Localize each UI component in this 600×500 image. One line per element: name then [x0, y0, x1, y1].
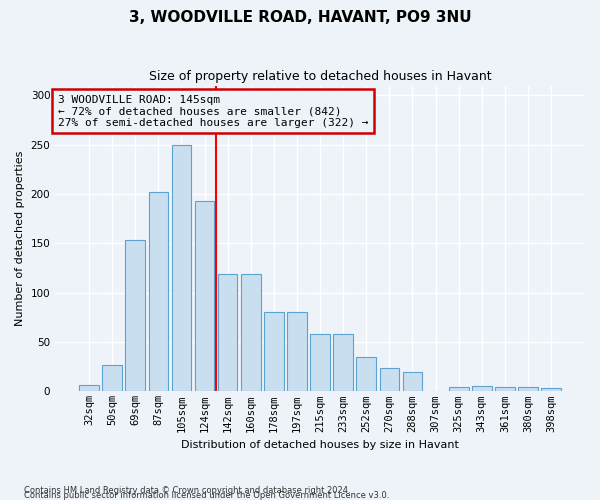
Bar	[264, 312, 284, 392]
Bar	[287, 312, 307, 392]
Bar	[103, 365, 122, 392]
Bar	[241, 274, 260, 392]
Title: Size of property relative to detached houses in Havant: Size of property relative to detached ho…	[149, 70, 491, 83]
Bar	[518, 388, 538, 392]
Bar	[195, 201, 214, 392]
Bar	[149, 192, 168, 392]
Text: Contains HM Land Registry data © Crown copyright and database right 2024.: Contains HM Land Registry data © Crown c…	[24, 486, 350, 495]
Bar	[449, 388, 469, 392]
Text: 3 WOODVILLE ROAD: 145sqm
← 72% of detached houses are smaller (842)
27% of semi-: 3 WOODVILLE ROAD: 145sqm ← 72% of detach…	[58, 94, 368, 128]
Bar	[356, 357, 376, 392]
Bar	[380, 368, 399, 392]
Text: 3, WOODVILLE ROAD, HAVANT, PO9 3NU: 3, WOODVILLE ROAD, HAVANT, PO9 3NU	[128, 10, 472, 25]
Text: Contains public sector information licensed under the Open Government Licence v3: Contains public sector information licen…	[24, 491, 389, 500]
Bar	[172, 144, 191, 392]
Bar	[403, 372, 422, 392]
Bar	[125, 240, 145, 392]
Bar	[79, 386, 99, 392]
Bar	[218, 274, 238, 392]
Y-axis label: Number of detached properties: Number of detached properties	[15, 151, 25, 326]
X-axis label: Distribution of detached houses by size in Havant: Distribution of detached houses by size …	[181, 440, 459, 450]
Bar	[541, 388, 561, 392]
Bar	[334, 334, 353, 392]
Bar	[310, 334, 330, 392]
Bar	[472, 386, 491, 392]
Bar	[495, 388, 515, 392]
